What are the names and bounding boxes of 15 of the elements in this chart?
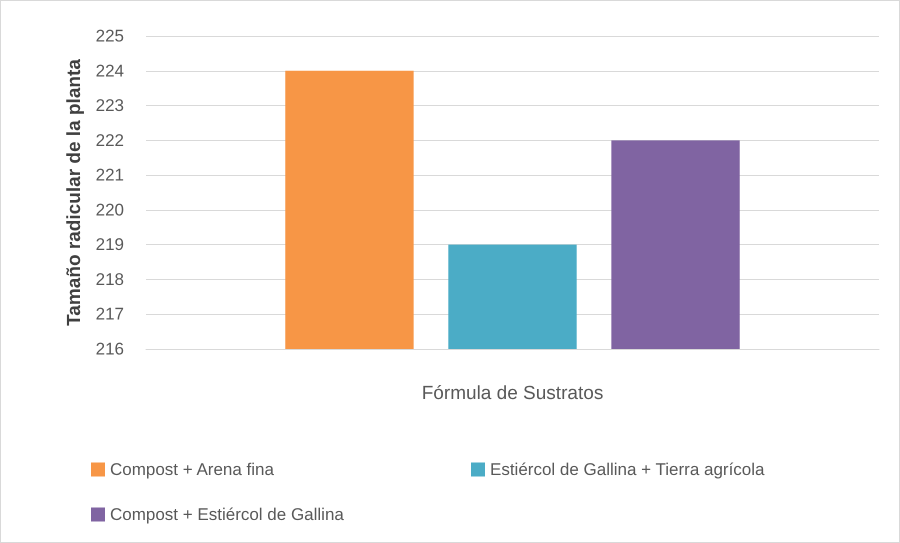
- legend-label: Compost + Estiércol de Gallina: [110, 505, 344, 524]
- y-axis-title: Tamaño radicular de la planta: [64, 58, 85, 326]
- legend-label: Estiércol de Gallina + Tierra agrícola: [490, 460, 766, 479]
- legend-label: Compost + Arena fina: [110, 460, 274, 479]
- y-tick-label: 224: [96, 61, 124, 80]
- y-tick-label: 219: [96, 235, 124, 254]
- y-tick-label: 225: [96, 26, 124, 46]
- x-axis-title: Fórmula de Sustratos: [422, 383, 604, 404]
- y-tick-label: 216: [96, 340, 124, 358]
- y-tick-label: 218: [96, 270, 124, 289]
- y-tick-label: 220: [96, 200, 124, 220]
- y-tick-label: 221: [96, 166, 124, 185]
- y-tick-label: 222: [96, 130, 124, 150]
- y-tick-label: 223: [96, 96, 124, 116]
- y-tick-label: 217: [96, 304, 124, 324]
